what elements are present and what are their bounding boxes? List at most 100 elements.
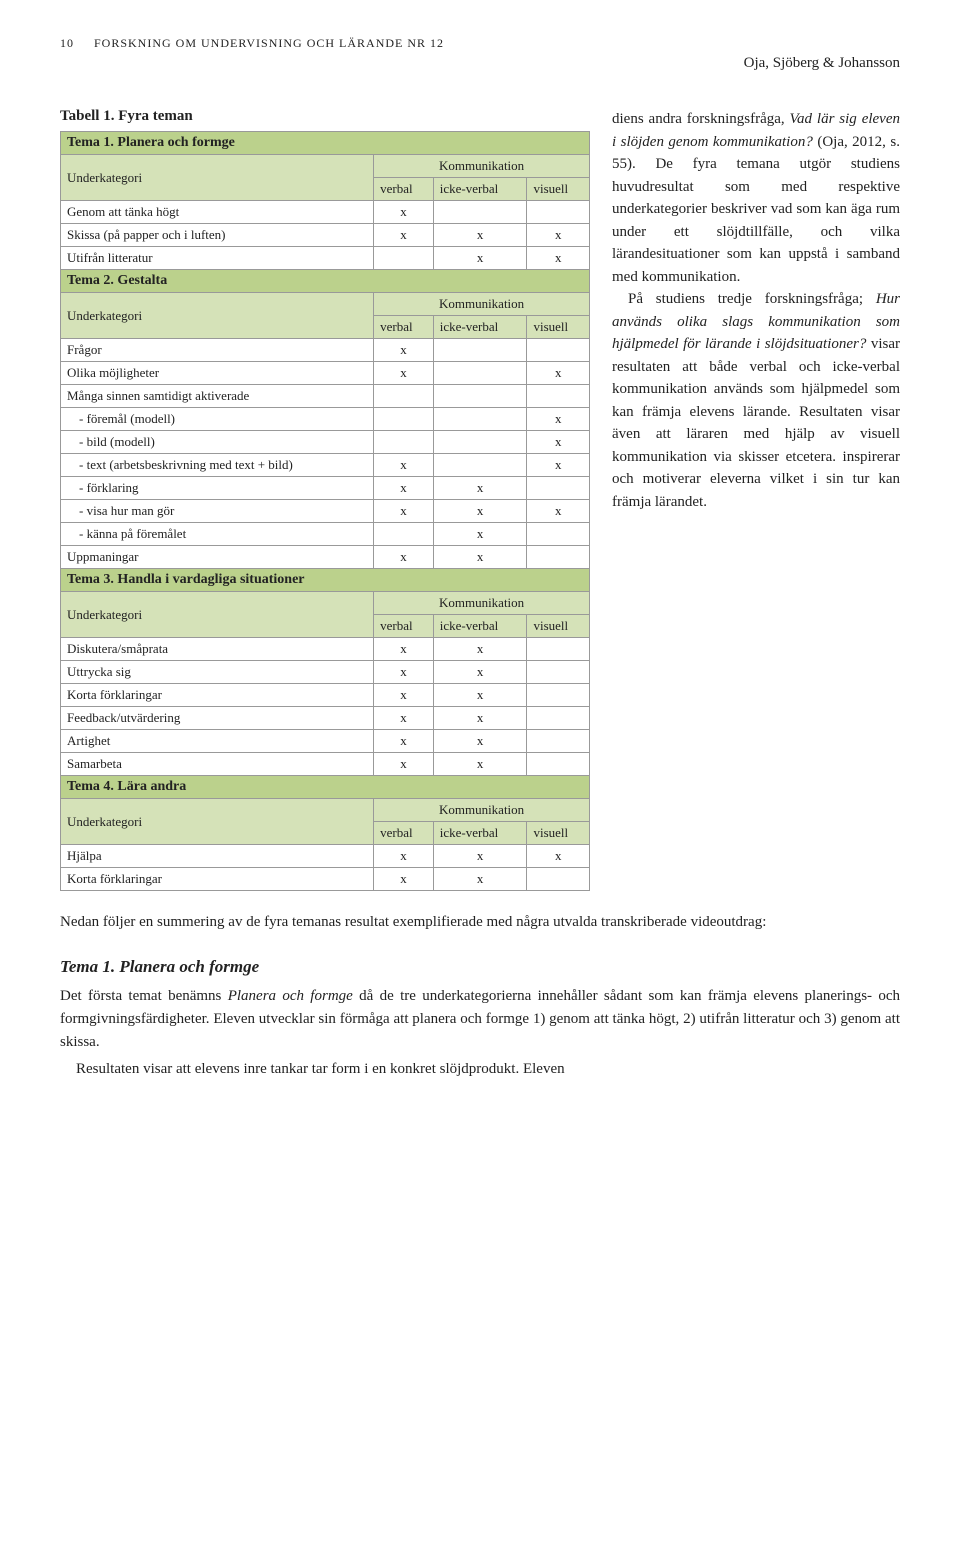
body-text-column: diens andra forskningsfråga, Vad lär sig… (612, 108, 900, 891)
row-label: - text (arbetsbeskrivning med text + bil… (61, 454, 374, 477)
kommunikation-label: Kommunikation (374, 155, 590, 178)
page-number: 10 (60, 36, 74, 50)
mark-cell: x (374, 684, 434, 707)
page: 10 FORSKNING OM UNDERVISNING OCH LÄRANDE… (0, 0, 960, 1126)
mark-cell (527, 661, 590, 684)
mark-cell (527, 730, 590, 753)
section-p2: Resultaten visar att elevens inre tankar… (60, 1058, 900, 1081)
mark-cell: x (433, 523, 527, 546)
row-label: Skissa (på papper och i luften) (61, 224, 374, 247)
mark-cell (374, 408, 434, 431)
mark-cell (527, 339, 590, 362)
mark-cell (433, 362, 527, 385)
mark-cell (374, 431, 434, 454)
mark-cell (527, 201, 590, 224)
mark-cell: x (433, 546, 527, 569)
row-label: Uppmaningar (61, 546, 374, 569)
kommunikation-label: Kommunikation (374, 592, 590, 615)
table-caption: Tabell 1. Fyra teman (60, 108, 590, 125)
mark-cell: x (374, 201, 434, 224)
underkategori-label: Underkategori (61, 155, 374, 201)
main-content: Tabell 1. Fyra teman Tema 1. Planera och… (60, 108, 900, 891)
row-label: - förklaring (61, 477, 374, 500)
mark-cell: x (527, 224, 590, 247)
row-label: Genom att tänka högt (61, 201, 374, 224)
mark-cell (433, 201, 527, 224)
mark-cell: x (527, 454, 590, 477)
col-visuell: visuell (527, 316, 590, 339)
col-visuell: visuell (527, 178, 590, 201)
col-icke-verbal: icke-verbal (433, 316, 527, 339)
mark-cell (527, 523, 590, 546)
tema-title: Tema 4. Lära andra (61, 776, 590, 799)
mark-cell: x (374, 868, 434, 891)
mark-cell (433, 385, 527, 408)
tema-table: Tema 1. Planera och formgeUnderkategoriK… (60, 131, 590, 891)
row-label: Feedback/utvärdering (61, 707, 374, 730)
mark-cell: x (374, 546, 434, 569)
row-label: Hjälpa (61, 845, 374, 868)
mark-cell: x (527, 408, 590, 431)
below-text: Nedan följer en summering av de fyra tem… (60, 911, 900, 1082)
mark-cell: x (433, 730, 527, 753)
mark-cell: x (433, 684, 527, 707)
row-label: Olika möjligheter (61, 362, 374, 385)
underkategori-label: Underkategori (61, 592, 374, 638)
col-icke-verbal: icke-verbal (433, 615, 527, 638)
col-verbal: verbal (374, 615, 434, 638)
tema-title: Tema 1. Planera och formge (61, 132, 590, 155)
mark-cell: x (374, 661, 434, 684)
tema-title: Tema 3. Handla i vardagliga situationer (61, 569, 590, 592)
mark-cell: x (527, 431, 590, 454)
section-p1a: Det första temat benämns (60, 988, 228, 1004)
col-icke-verbal: icke-verbal (433, 822, 527, 845)
mark-cell (527, 707, 590, 730)
row-label: - bild (modell) (61, 431, 374, 454)
author-line: Oja, Sjöberg & Johansson (60, 55, 900, 72)
mark-cell: x (374, 477, 434, 500)
mark-cell: x (433, 500, 527, 523)
mark-cell: x (433, 477, 527, 500)
row-label: Samarbeta (61, 753, 374, 776)
mark-cell: x (374, 339, 434, 362)
mark-cell: x (433, 247, 527, 270)
underkategori-label: Underkategori (61, 799, 374, 845)
mark-cell: x (433, 845, 527, 868)
mark-cell (527, 546, 590, 569)
mark-cell (374, 247, 434, 270)
mark-cell: x (374, 362, 434, 385)
mark-cell: x (433, 868, 527, 891)
mark-cell (433, 408, 527, 431)
mark-cell (527, 477, 590, 500)
mark-cell (374, 385, 434, 408)
row-label: - känna på föremålet (61, 523, 374, 546)
col-visuell: visuell (527, 615, 590, 638)
mark-cell: x (433, 638, 527, 661)
page-header: 10 FORSKNING OM UNDERVISNING OCH LÄRANDE… (60, 36, 900, 51)
kommunikation-label: Kommunikation (374, 293, 590, 316)
section-p1: Det första temat benämns Planera och for… (60, 985, 900, 1055)
row-label: Frågor (61, 339, 374, 362)
row-label: - visa hur man gör (61, 500, 374, 523)
row-label: Diskutera/småprata (61, 638, 374, 661)
mark-cell: x (374, 454, 434, 477)
row-label: Utifrån litteratur (61, 247, 374, 270)
mark-cell: x (527, 500, 590, 523)
mark-cell (527, 868, 590, 891)
mark-cell: x (433, 661, 527, 684)
mark-cell (527, 385, 590, 408)
row-label: Uttrycka sig (61, 661, 374, 684)
mark-cell: x (374, 707, 434, 730)
tema-title: Tema 2. Gestalta (61, 270, 590, 293)
para1-c: (Oja, 2012, s. 55). De fyra temana utgör… (612, 134, 900, 285)
mark-cell: x (374, 730, 434, 753)
col-verbal: verbal (374, 822, 434, 845)
mark-cell: x (433, 707, 527, 730)
para2-a: På studiens tredje forskningsfråga; (628, 291, 876, 307)
mark-cell: x (433, 224, 527, 247)
row-label: - föremål (modell) (61, 408, 374, 431)
row-label: Korta förklaringar (61, 684, 374, 707)
col-visuell: visuell (527, 822, 590, 845)
mark-cell: x (374, 500, 434, 523)
para2-c: visar resultaten att både verbal och ick… (612, 336, 900, 510)
